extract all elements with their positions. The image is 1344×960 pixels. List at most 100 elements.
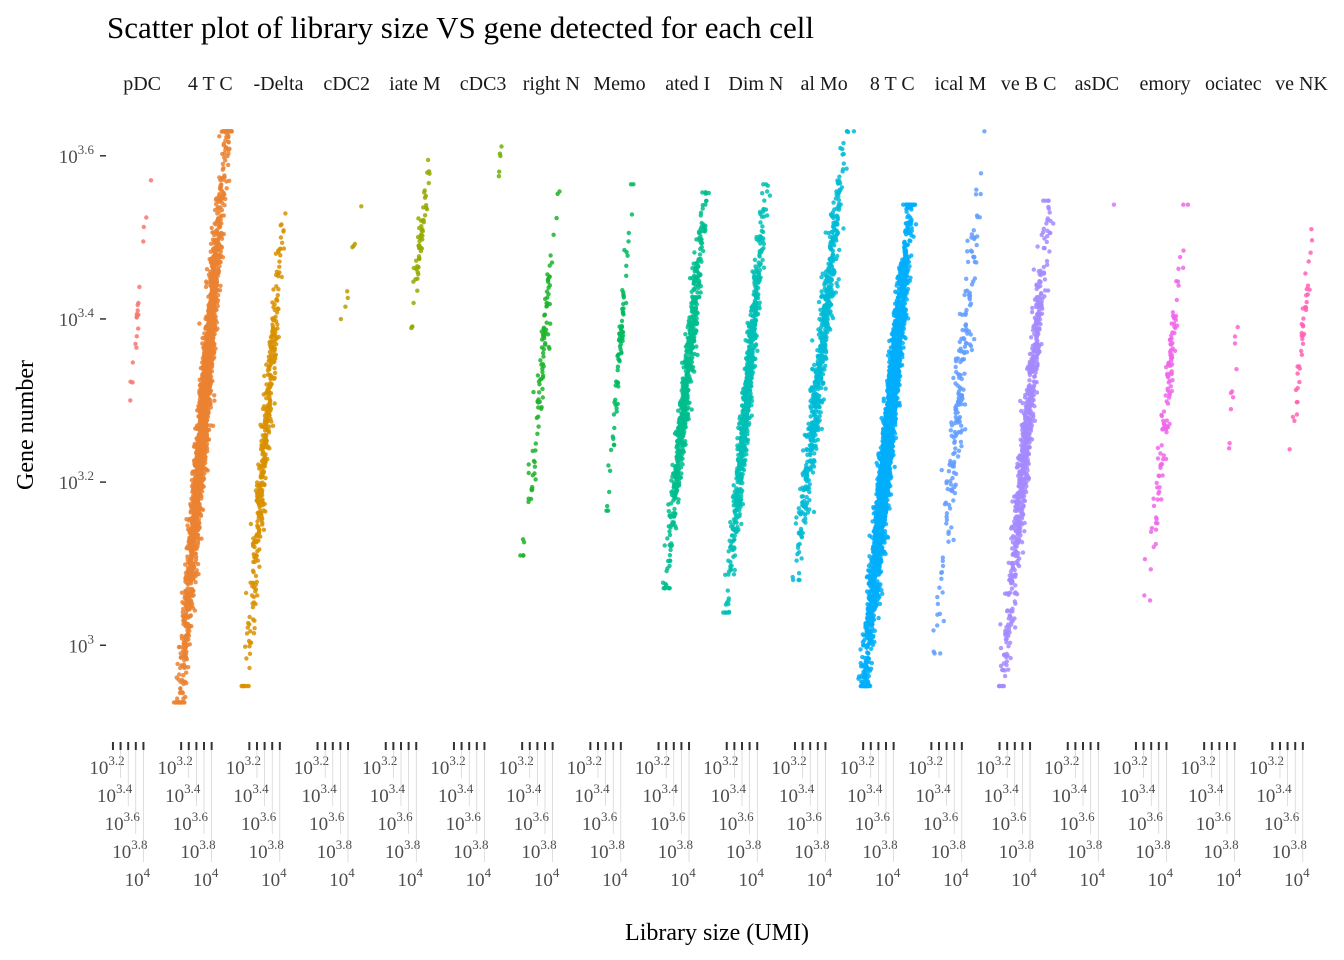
data-point xyxy=(261,527,267,532)
data-point xyxy=(626,230,631,236)
data-point xyxy=(742,366,747,372)
data-point xyxy=(175,696,180,701)
data-point xyxy=(422,195,428,200)
data-point xyxy=(185,523,190,528)
data-point xyxy=(215,298,221,303)
data-point xyxy=(732,519,738,525)
data-point xyxy=(191,542,196,548)
data-point xyxy=(731,572,737,577)
data-point xyxy=(547,346,552,351)
data-point xyxy=(526,499,531,505)
data-point xyxy=(201,415,206,421)
data-point xyxy=(813,425,819,430)
data-point xyxy=(546,292,551,297)
data-point xyxy=(269,354,274,359)
data-point xyxy=(687,276,693,281)
data-point xyxy=(612,425,617,431)
facet-strip-label: Memo xyxy=(593,73,645,95)
data-point xyxy=(731,554,736,559)
data-point xyxy=(758,220,763,225)
data-point xyxy=(218,182,223,188)
data-point xyxy=(261,470,266,476)
data-point xyxy=(673,469,679,474)
data-point xyxy=(740,408,745,414)
data-point xyxy=(536,424,541,429)
x-tick-label: 104 xyxy=(329,865,355,891)
data-point xyxy=(202,471,207,476)
data-point xyxy=(274,297,279,303)
data-point xyxy=(188,558,194,563)
data-point xyxy=(248,580,253,585)
data-point xyxy=(225,162,231,168)
data-point xyxy=(679,388,684,393)
data-point xyxy=(668,501,674,506)
data-point xyxy=(829,294,835,299)
data-point xyxy=(812,362,817,368)
x-tick-label: 104 xyxy=(261,865,287,891)
data-point xyxy=(211,319,216,324)
x-tick-label: 103.4 xyxy=(165,781,201,807)
data-point xyxy=(810,447,815,452)
data-point xyxy=(669,541,674,546)
data-point xyxy=(696,280,701,285)
data-point xyxy=(606,463,611,468)
data-point xyxy=(818,410,823,415)
x-tick-label: 103.6 xyxy=(514,809,550,835)
data-point xyxy=(187,546,192,551)
data-point xyxy=(209,225,214,231)
data-point xyxy=(520,537,526,542)
data-point xyxy=(735,489,740,495)
data-point xyxy=(661,586,666,591)
data-point xyxy=(203,454,208,460)
data-point xyxy=(732,567,737,573)
data-point xyxy=(221,143,226,148)
data-point xyxy=(208,241,214,246)
data-point xyxy=(411,300,416,306)
data-point xyxy=(197,474,203,479)
data-point xyxy=(204,279,209,284)
data-point xyxy=(422,213,428,218)
data-point xyxy=(734,472,740,477)
data-point xyxy=(752,257,758,262)
data-point xyxy=(180,600,185,605)
data-point xyxy=(703,190,709,195)
data-point xyxy=(270,300,275,305)
data-point xyxy=(187,601,192,606)
data-point xyxy=(828,262,833,267)
data-point xyxy=(250,568,256,573)
data-point xyxy=(679,433,684,439)
data-point xyxy=(217,193,223,198)
data-point xyxy=(694,320,699,325)
data-point xyxy=(195,511,200,516)
data-point xyxy=(243,590,249,596)
data-point xyxy=(813,443,818,449)
data-point xyxy=(277,246,283,252)
data-point xyxy=(726,572,731,577)
data-point xyxy=(825,330,830,335)
data-point xyxy=(535,399,540,405)
data-point xyxy=(192,486,197,492)
data-point xyxy=(666,509,671,514)
data-point xyxy=(177,672,182,677)
data-point xyxy=(746,323,752,328)
x-tick-label: 103.4 xyxy=(711,781,747,807)
data-point xyxy=(831,213,836,218)
data-point xyxy=(215,303,220,309)
data-point xyxy=(532,459,537,465)
data-point xyxy=(208,423,213,428)
data-point xyxy=(245,683,250,689)
x-tick-label: 103.4 xyxy=(574,781,610,807)
data-point xyxy=(749,369,754,374)
data-point xyxy=(696,230,702,236)
data-point xyxy=(275,293,280,298)
data-point xyxy=(689,289,694,294)
data-point xyxy=(410,324,415,329)
data-point xyxy=(195,470,200,475)
data-point xyxy=(758,261,763,266)
data-point xyxy=(215,216,221,222)
data-point xyxy=(807,507,812,512)
